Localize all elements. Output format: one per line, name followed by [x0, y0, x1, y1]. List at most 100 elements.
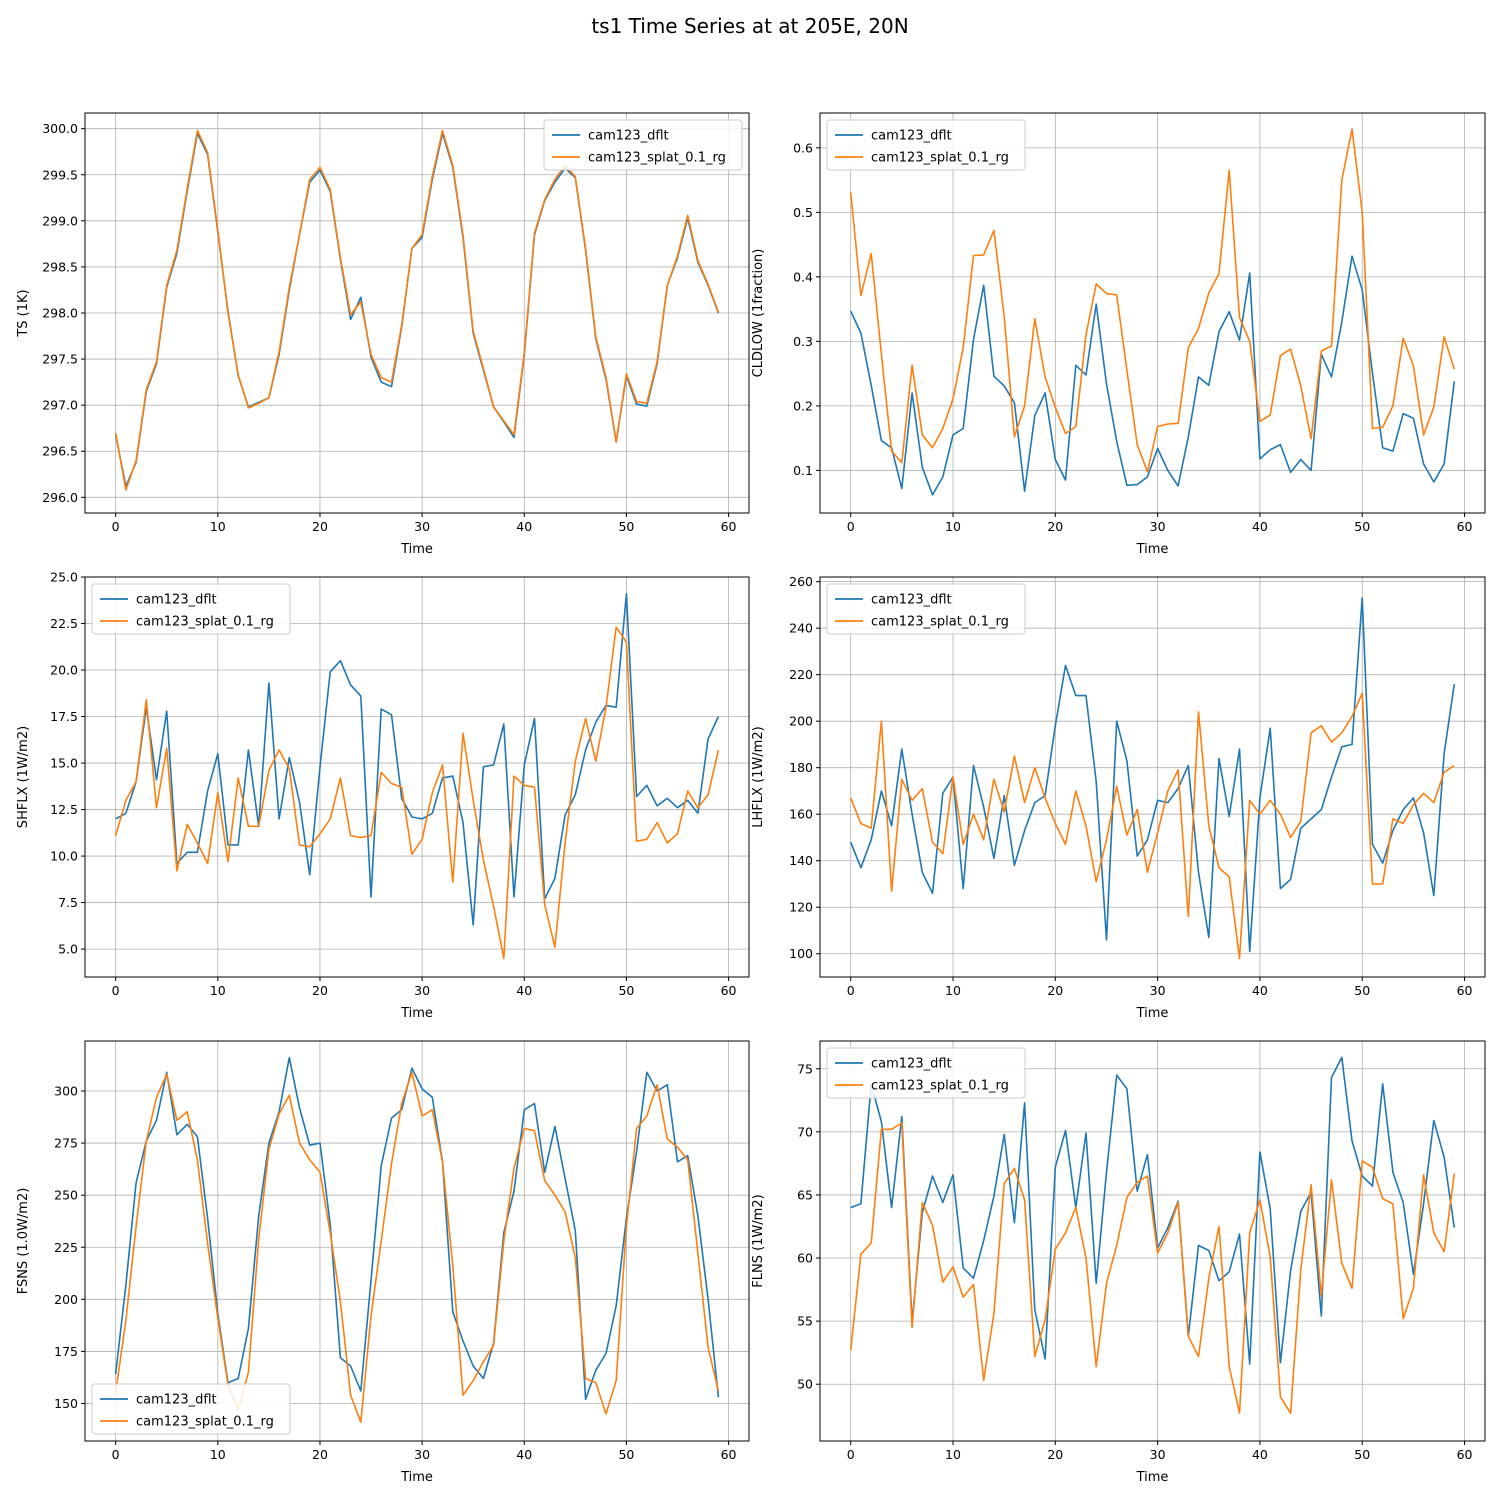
- y-tick-label: 298.5: [42, 259, 78, 274]
- series-line-dflt: [114, 1056, 720, 1401]
- x-tick-label: 20: [312, 983, 328, 998]
- legend: cam123_dflt cam123_splat_0.1_rg: [826, 1047, 1026, 1099]
- legend: cam123_dflt cam123_splat_0.1_rg: [543, 119, 743, 171]
- axes-frame: [819, 576, 1486, 978]
- panel-fsns: 0 10 20 30 40 50 60 150 175 200 225 250 275 300 Time FS…: [16, 1040, 750, 1485]
- x-tick-label: 50: [1354, 1447, 1370, 1462]
- series-line-dflt: [849, 597, 1456, 953]
- y-tick-label: 299.0: [42, 213, 78, 228]
- x-axis-label: Time: [1136, 542, 1169, 557]
- x-tick-label: 0: [112, 1447, 120, 1462]
- y-tick-label: 260: [789, 574, 813, 589]
- legend-label-splat: cam123_splat_0.1_rg: [871, 1079, 1009, 1094]
- panel-lhflx: 0 10 20 30 40 50 60 100 120 140 160 180 200 220 240 260…: [751, 574, 1486, 1021]
- legend-box: [543, 119, 743, 171]
- x-tick-label: 40: [1252, 983, 1268, 998]
- figure-title: ts1 Time Series at at 205E, 20N: [591, 14, 909, 38]
- y-tick-label: 225: [54, 1240, 78, 1255]
- legend-label-splat: cam123_splat_0.1_rg: [136, 1415, 274, 1430]
- y-tick-label: 0.2: [793, 398, 813, 413]
- series-line-dflt: [850, 1056, 1456, 1365]
- series-line-splat: [849, 1122, 1456, 1414]
- y-tick-label: 300.0: [42, 121, 78, 136]
- y-tick-label: 70: [797, 1124, 813, 1139]
- legend-label-splat: cam123_splat_0.1_rg: [588, 151, 726, 166]
- x-tick-label: 10: [210, 983, 226, 998]
- x-tick-label: 10: [210, 1447, 226, 1462]
- y-axis-label: CLDLOW (1fraction): [751, 249, 766, 378]
- legend-label-dflt: cam123_dflt: [136, 1393, 217, 1408]
- y-tick-label: 75: [797, 1061, 813, 1076]
- y-tick-label: 220: [789, 667, 813, 682]
- y-tick-label: 60: [797, 1251, 813, 1266]
- x-tick-label: 30: [1150, 1447, 1166, 1462]
- y-tick-label: 12.5: [50, 802, 78, 817]
- y-tick-label: 296.0: [42, 490, 78, 505]
- y-tick-label: 22.5: [50, 616, 78, 631]
- legend-label-splat: cam123_splat_0.1_rg: [871, 151, 1009, 166]
- legend: cam123_dflt cam123_splat_0.1_rg: [91, 583, 291, 635]
- axes-frame: [84, 576, 750, 978]
- panel-flns: 0 10 20 30 40 50 60 50 55 60 65 70 75 Time FLNS (1W/m2…: [751, 1040, 1486, 1485]
- x-tick-label: 20: [312, 1447, 328, 1462]
- y-tick-label: 160: [789, 807, 813, 822]
- x-axis-label: Time: [1136, 1470, 1169, 1485]
- y-tick-label: 120: [789, 900, 813, 915]
- x-tick-label: 50: [618, 1447, 634, 1462]
- x-tick-label: 10: [945, 1447, 961, 1462]
- series-line-dflt: [849, 255, 1456, 496]
- y-axis-label: SHFLX (1W/m2): [16, 726, 31, 828]
- legend: cam123_dflt cam123_splat_0.1_rg: [826, 583, 1026, 635]
- y-tick-label: 7.5: [58, 895, 78, 910]
- x-tick-label: 0: [847, 519, 855, 534]
- x-tick-label: 20: [1047, 1447, 1063, 1462]
- panel-ts: 0 10 20 30 40 50 60 296.0 296.5 297.0 297.5 298.0 29…: [16, 112, 750, 557]
- y-tick-label: 298.0: [42, 306, 78, 321]
- x-tick-label: 0: [847, 1447, 855, 1462]
- x-tick-label: 0: [112, 983, 120, 998]
- y-tick-label: 297.0: [42, 398, 78, 413]
- y-tick-label: 275: [54, 1136, 78, 1151]
- x-axis-label: Time: [400, 1470, 433, 1485]
- legend-box: [826, 119, 1026, 171]
- x-tick-label: 50: [1354, 519, 1370, 534]
- series-line-dflt: [114, 132, 720, 488]
- x-tick-label: 60: [1457, 1447, 1473, 1462]
- series-line-splat: [849, 692, 1455, 960]
- axes-frame: [84, 1040, 750, 1442]
- y-tick-label: 0.4: [793, 269, 813, 284]
- y-tick-label: 0.5: [793, 205, 813, 220]
- x-tick-label: 0: [847, 983, 855, 998]
- series-line-splat: [849, 128, 1456, 473]
- legend-box: [91, 1383, 291, 1435]
- legend-label-splat: cam123_splat_0.1_rg: [136, 615, 274, 630]
- panel-shflx: 0 10 20 30 40 50 60 5.0 7.5 10.0 12.5 15.0 17.5 20.0 2…: [16, 570, 750, 1021]
- x-tick-label: 40: [1252, 519, 1268, 534]
- x-tick-label: 30: [1150, 519, 1166, 534]
- x-tick-label: 60: [1457, 519, 1473, 534]
- x-tick-label: 0: [112, 519, 120, 534]
- y-tick-label: 65: [797, 1187, 813, 1202]
- legend-label-dflt: cam123_dflt: [136, 593, 217, 608]
- y-tick-label: 0.6: [793, 140, 813, 155]
- x-tick-label: 40: [516, 983, 532, 998]
- x-tick-label: 40: [1252, 1447, 1268, 1462]
- y-tick-label: 55: [797, 1314, 813, 1329]
- legend-label-dflt: cam123_dflt: [871, 1057, 952, 1072]
- y-tick-label: 297.5: [42, 352, 78, 367]
- x-tick-label: 20: [312, 519, 328, 534]
- axes-frame: [819, 112, 1486, 514]
- x-tick-label: 20: [1047, 519, 1063, 534]
- legend-label-dflt: cam123_dflt: [871, 593, 952, 608]
- y-axis-label: FLNS (1W/m2): [751, 1194, 766, 1287]
- x-tick-label: 50: [618, 983, 634, 998]
- y-tick-label: 180: [789, 760, 813, 775]
- series-line-splat: [114, 626, 720, 960]
- x-tick-label: 10: [210, 519, 226, 534]
- y-tick-label: 240: [789, 621, 813, 636]
- x-tick-label: 60: [721, 519, 737, 534]
- series-line-splat: [114, 129, 720, 491]
- x-tick-label: 10: [945, 519, 961, 534]
- y-tick-label: 140: [789, 853, 813, 868]
